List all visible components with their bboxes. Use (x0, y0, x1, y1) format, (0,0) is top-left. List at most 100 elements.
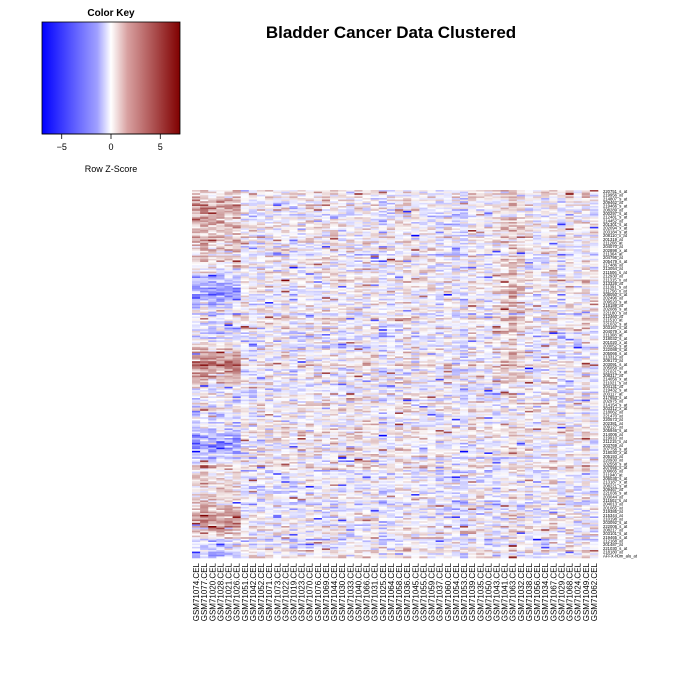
heatmap-cell (232, 206, 242, 208)
heatmap-cell (476, 207, 485, 210)
heatmap-cell (403, 297, 412, 300)
color-key-gradient (41, 21, 181, 135)
heatmap-cell (330, 215, 339, 218)
heatmap-cell (321, 273, 331, 276)
heatmap-cell (492, 276, 501, 279)
heatmap-cell (468, 286, 477, 288)
heatmap-cell (289, 270, 298, 272)
heatmap-cell (256, 287, 266, 290)
heatmap-cell (321, 263, 331, 266)
heatmap-cell (476, 266, 485, 269)
heatmap-cell (200, 266, 209, 269)
heatmap-cell (435, 217, 445, 220)
heatmap-cell (533, 190, 542, 192)
heatmap-cell (305, 220, 315, 223)
heatmap-cell (508, 249, 518, 252)
heatmap-cell (419, 238, 428, 240)
heatmap-cell (248, 247, 258, 250)
heatmap-cell (549, 198, 558, 200)
heatmap-cell (443, 218, 453, 221)
heatmap-cell (216, 212, 225, 215)
heatmap-cell (419, 212, 428, 215)
heatmap-cell (508, 281, 518, 284)
heatmap-cell (549, 230, 558, 232)
heatmap-cell (557, 278, 566, 280)
heatmap-cell (549, 201, 558, 204)
heatmap-cell (354, 244, 363, 247)
heatmap-cell (484, 290, 493, 293)
heatmap-cell (200, 217, 209, 220)
heatmap-cell (192, 305, 201, 308)
heatmap-cell (492, 194, 501, 197)
heatmap-cell (468, 273, 477, 276)
heatmap-cell (346, 255, 355, 258)
heatmap-cell (533, 303, 542, 306)
heatmap-cell (524, 250, 534, 253)
heatmap-cell (508, 292, 518, 295)
heatmap-cell (378, 242, 388, 245)
heatmap-cell (386, 199, 396, 202)
heatmap-cell (411, 239, 420, 242)
heatmap-cell (386, 249, 396, 252)
heatmap-cell (297, 214, 306, 216)
heatmap-cell (281, 289, 290, 292)
heatmap-cell (435, 241, 445, 244)
heatmap-cell (476, 306, 485, 309)
heatmap-cell (468, 305, 477, 308)
heatmap-cell (435, 266, 445, 269)
heatmap-cell (411, 290, 420, 293)
heatmap-cell (362, 297, 371, 300)
heatmap-cell (459, 215, 469, 218)
heatmap-cell (492, 278, 501, 280)
heatmap-cell (411, 252, 420, 255)
heatmap-cell (281, 226, 290, 229)
heatmap-cell (346, 201, 355, 204)
heatmap-cell (313, 199, 323, 202)
heatmap-cell (549, 242, 558, 245)
heatmap-cell (411, 298, 420, 301)
heatmap-cell (256, 234, 266, 237)
heatmap-cell (427, 190, 436, 192)
heatmap-cell (395, 244, 404, 247)
heatmap-cell (589, 270, 599, 272)
heatmap-cell (224, 279, 233, 282)
heatmap-cell (281, 190, 290, 192)
heatmap-cell (273, 228, 282, 231)
heatmap-cell (313, 254, 323, 256)
heatmap-cell (573, 262, 583, 264)
heatmap-cell (443, 274, 453, 277)
heatmap-cell (549, 300, 558, 303)
heatmap-cell (581, 236, 591, 239)
heatmap-cell (459, 279, 469, 282)
heatmap-cell (305, 298, 315, 301)
heatmap-cell (581, 297, 591, 300)
heatmap-cell (248, 282, 258, 285)
heatmap-cell (451, 209, 461, 212)
heatmap-cell (321, 226, 331, 229)
heatmap-cell (427, 257, 436, 260)
heatmap-cell (297, 265, 306, 268)
heatmap-cell (468, 270, 477, 272)
heatmap-cell (516, 262, 526, 264)
heatmap-cell (516, 281, 526, 284)
heatmap-cell (581, 254, 591, 256)
heatmap-cell (508, 270, 518, 272)
heatmap-cell (362, 286, 371, 288)
heatmap-cell (240, 284, 250, 287)
heatmap-cell (411, 260, 420, 263)
heatmap-cell (581, 241, 591, 244)
heatmap-cell (589, 255, 599, 258)
heatmap-cell (265, 252, 274, 255)
heatmap-cell (451, 278, 461, 280)
heatmap-cell (232, 262, 242, 264)
heatmap-cell (549, 202, 558, 205)
heatmap-cell (305, 193, 315, 196)
heatmap-cell (524, 218, 534, 221)
heatmap-cell (354, 252, 363, 255)
heatmap-cell (549, 249, 558, 252)
heatmap-cell (297, 202, 306, 205)
heatmap-cell (346, 234, 355, 237)
heatmap-cell (516, 239, 526, 242)
heatmap-cell (224, 298, 233, 301)
heatmap-cell (549, 206, 558, 208)
